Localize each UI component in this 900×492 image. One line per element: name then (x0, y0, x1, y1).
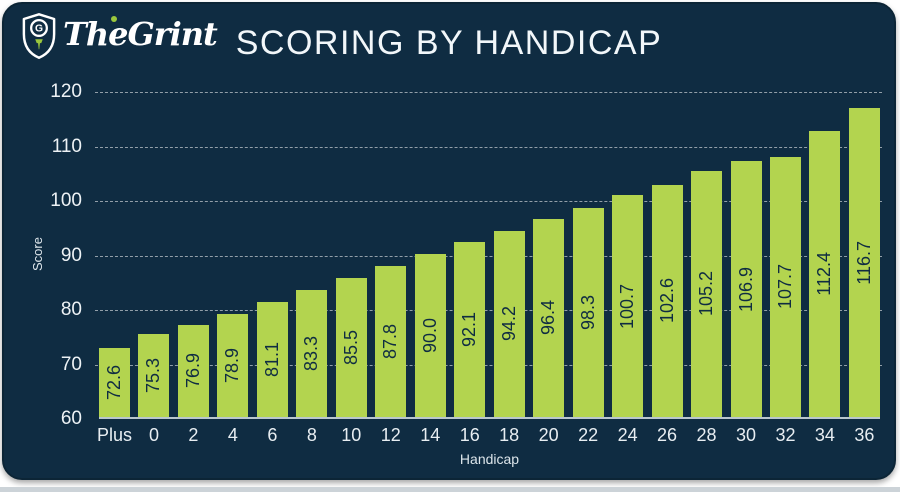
x-tick-8: 8 (306, 425, 317, 445)
y-tick-70: 70 (60, 353, 82, 375)
bar-series: 72.6 75.3 76.9 78.9 81.1 83.3 85.5 87.8 90.0 92.1… (99, 92, 880, 417)
gridline-120 (95, 92, 882, 93)
x-tick-24: 24 (617, 425, 638, 445)
bar-value-label: 107.7 (774, 264, 795, 310)
x-tick-36: 36 (854, 425, 875, 445)
bar-value-label: 76.9 (182, 353, 203, 389)
bar-value-label: 94.2 (498, 306, 519, 342)
x-axis-ticks: Plus 0 2 4 6 8 10 12 14 16 18 20 22 24 26 28 30 32 34 36 (97, 425, 880, 446)
thegrint-shield-icon: G (22, 13, 56, 59)
bar-handicap-14: 90.0 (414, 253, 446, 417)
bar-value-label: 75.3 (143, 357, 164, 393)
bar-handicap-0: 75.3 (138, 333, 170, 417)
chart-title: SCORING BY HANDICAP (235, 24, 663, 62)
bar-value-label: 90.0 (419, 317, 440, 353)
x-tick-12: 12 (380, 425, 401, 445)
page-bottom-edge (0, 487, 900, 492)
y-tick-90: 90 (60, 244, 82, 266)
x-tick-6: 6 (267, 425, 278, 445)
thegrint-logo: G TheGrint (22, 12, 218, 60)
bar-handicap-16: 92.1 (454, 242, 486, 417)
bar-handicap-36: 116.7 (848, 108, 880, 417)
bar-value-label: 102.6 (656, 278, 677, 324)
bar-value-label: 85.5 (340, 329, 361, 366)
bar-handicap-10: 85.5 (335, 278, 367, 417)
x-tick-18: 18 (499, 425, 520, 445)
bar-handicap-12: 87.8 (375, 265, 407, 417)
bar-value-label: 87.8 (380, 323, 401, 359)
infographic-card: G TheGrint SCORING BY HANDICAP Score 120… (2, 2, 896, 480)
bar-value-label: 96.4 (538, 300, 559, 336)
bar-handicap-4: 78.9 (217, 314, 249, 417)
bar-value-label: 81.1 (261, 341, 282, 378)
x-tick-34: 34 (814, 425, 835, 445)
bar-handicap-34: 112.4 (809, 131, 841, 417)
bar-handicap-28: 105.2 (691, 170, 723, 417)
y-tick-60: 60 (60, 408, 82, 429)
svg-text:G: G (35, 24, 43, 35)
logo-wordmark: TheGrint (63, 15, 218, 53)
x-tick-10: 10 (341, 425, 362, 445)
x-tick-0: 0 (148, 425, 159, 445)
x-tick-22: 22 (578, 425, 599, 445)
bar-handicap-30: 106.9 (730, 161, 762, 417)
x-tick-26: 26 (657, 425, 678, 445)
bar-handicap-22: 98.3 (572, 208, 604, 417)
x-tick-4: 4 (227, 425, 238, 445)
x-tick-14: 14 (420, 425, 441, 445)
bar-handicap-24: 100.7 (612, 195, 644, 417)
bar-value-label: 106.9 (735, 266, 756, 312)
bar-value-label: 72.6 (104, 365, 124, 401)
plot-area: 72.6 75.3 76.9 78.9 81.1 83.3 85.5 87.8 90.0 92.1… (95, 92, 882, 419)
y-axis-ticks: 120 110 100 90 80 70 60 (4, 81, 84, 429)
x-tick-28: 28 (696, 425, 717, 445)
bar-value-label: 92.1 (459, 312, 480, 348)
y-tick-100: 100 (50, 190, 82, 211)
bar-value-label: 112.4 (814, 252, 835, 297)
bar-handicap-32: 107.7 (769, 157, 801, 417)
golf-tee-icon (35, 39, 43, 50)
bar-value-label: 100.7 (617, 283, 638, 329)
gridline-80 (95, 310, 882, 311)
y-tick-110: 110 (51, 135, 82, 157)
gridline-110 (95, 146, 882, 148)
gridline-70 (95, 364, 882, 366)
y-tick-120: 120 (50, 81, 82, 102)
x-tick-16: 16 (459, 425, 480, 445)
x-tick-20: 20 (538, 425, 559, 445)
bar-handicap-8: 83.3 (296, 290, 328, 417)
bar-handicap-18: 94.2 (493, 230, 525, 417)
bar-value-label: 98.3 (577, 295, 598, 331)
x-tick-30: 30 (735, 425, 757, 445)
bar-value-label: 105.2 (696, 271, 717, 317)
logo-i-dot (111, 16, 117, 22)
bar-handicap-20: 96.4 (533, 218, 565, 417)
bar-handicap-6: 81.1 (256, 302, 288, 417)
x-axis-label: Handicap (459, 451, 520, 467)
x-tick-32: 32 (775, 425, 796, 445)
x-tick-Plus: Plus (97, 425, 133, 445)
gridline-90 (95, 255, 882, 257)
y-tick-80: 80 (60, 299, 82, 320)
x-tick-2: 2 (188, 425, 199, 445)
bar-handicap-2: 76.9 (177, 324, 209, 417)
bar-handicap-Plus: 72.6 (99, 348, 130, 417)
bar-value-label: 78.9 (222, 347, 243, 384)
gridline-100 (95, 201, 882, 202)
bar-handicap-26: 102.6 (651, 184, 683, 417)
bar-value-label: 83.3 (301, 335, 322, 372)
bar-value-label: 116.7 (853, 240, 874, 285)
